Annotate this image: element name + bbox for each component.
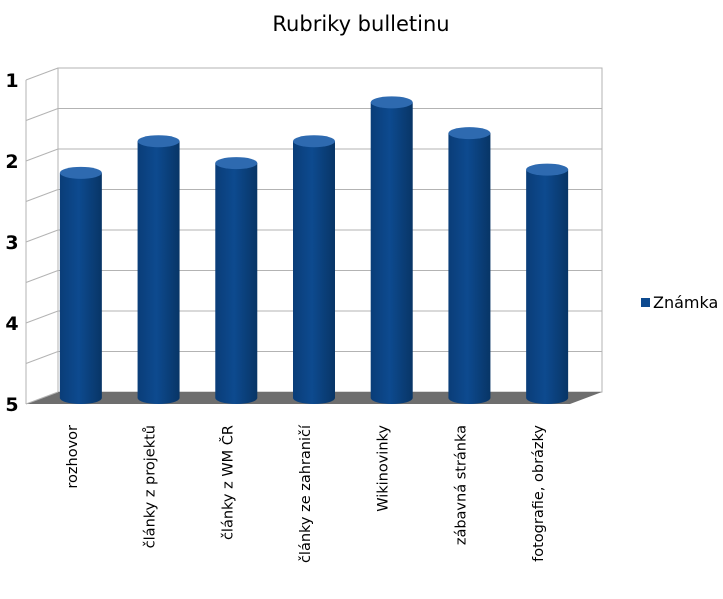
bar-top: [59, 166, 102, 179]
legend: Známka: [641, 293, 718, 312]
y-axis: 1 2 3 4 5: [5, 67, 59, 416]
bar: [448, 127, 491, 404]
bar-body: [448, 133, 491, 404]
y-tick-label: 5: [5, 394, 18, 416]
axis-tick-diagonal: [25, 351, 59, 364]
bar-body: [215, 163, 258, 404]
x-tick-label: články z WM ČR: [218, 425, 236, 540]
axis-tick-diagonal: [25, 189, 59, 202]
axis-tick-diagonal: [25, 391, 59, 405]
bar: [370, 96, 413, 404]
bar-top: [215, 157, 258, 170]
axis-tick-diagonal: [25, 148, 59, 162]
x-axis-labels: rozhovor články z projektů články z WM ČR č…: [65, 424, 547, 563]
bar-top: [137, 135, 180, 148]
bar-body: [137, 141, 180, 405]
bar-body: [293, 141, 335, 405]
bars: [59, 96, 569, 405]
bar-top: [526, 163, 569, 176]
x-tick-label: fotografie, obrázky: [531, 425, 547, 562]
y-tick-label: 4: [5, 313, 18, 335]
axis-tick-diagonal: [25, 310, 59, 324]
bar-top: [293, 135, 335, 148]
x-tick-label: Wikinovinky: [376, 425, 392, 512]
axis-tick-diagonal: [25, 270, 59, 283]
bar-top: [370, 96, 413, 109]
x-tick-label: články z projektů: [143, 425, 159, 548]
y-tick-label: 2: [5, 151, 18, 173]
legend-label: Známka: [653, 293, 718, 312]
y-tick-label: 3: [5, 232, 18, 254]
bar-top: [448, 127, 491, 140]
bar: [137, 135, 180, 405]
legend-swatch: [641, 298, 650, 307]
bar: [526, 163, 569, 404]
bar: [293, 135, 335, 405]
bar-body: [59, 172, 102, 404]
x-tick-label: články ze zahraničí: [298, 424, 314, 563]
axis-tick-diagonal: [25, 229, 59, 243]
bar-body: [526, 169, 569, 404]
bar: [215, 157, 258, 404]
axis-tick-diagonal: [25, 108, 59, 121]
chart-title: Rubriky bulletinu: [272, 12, 449, 36]
bar: [59, 166, 102, 404]
bar-body: [370, 102, 413, 404]
x-tick-label: rozhovor: [65, 425, 81, 489]
axis-tick-diagonal: [25, 67, 59, 81]
y-tick-label: 1: [5, 70, 18, 92]
x-tick-label: zábavná stránka: [453, 425, 469, 545]
